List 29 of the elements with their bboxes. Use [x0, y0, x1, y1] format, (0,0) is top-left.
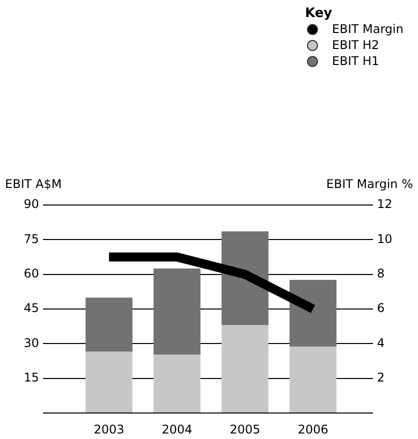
legend-label: EBIT H2: [332, 38, 380, 52]
bar: [86, 298, 132, 352]
y2-tick-label: 10: [377, 232, 392, 246]
y2-axis-title: EBIT Margin %: [326, 177, 413, 192]
y2-tick-label: 6: [377, 301, 385, 316]
y2-tick-label: 2: [377, 370, 385, 384]
bar: [290, 280, 336, 346]
bar: [154, 354, 200, 412]
bar: [222, 324, 268, 412]
y-tick-label: 30: [24, 336, 39, 350]
legend-title: Key: [305, 6, 334, 21]
y-tick-label: 45: [24, 301, 39, 316]
x-tick-label: 2003: [94, 422, 124, 436]
y-tick-label: 90: [24, 197, 39, 212]
legend-label: EBIT H1: [332, 54, 380, 68]
y-tick-label: 75: [24, 232, 39, 246]
y-tick-label: 15: [24, 370, 39, 384]
bar: [86, 352, 132, 412]
legend-label: EBIT Margin: [332, 22, 404, 36]
y2-tick-label: 4: [377, 336, 385, 350]
x-tick-label: 2005: [230, 422, 260, 436]
y-tick-label: 60: [24, 266, 39, 280]
x-tick-label: 2006: [298, 422, 328, 436]
bar: [290, 346, 336, 412]
x-tick-label: 2004: [162, 422, 192, 436]
bar: [154, 268, 200, 355]
y2-tick-label: 12: [377, 197, 392, 212]
y2-tick-label: 8: [377, 266, 385, 280]
y-axis-title: EBIT A$M: [5, 177, 62, 192]
